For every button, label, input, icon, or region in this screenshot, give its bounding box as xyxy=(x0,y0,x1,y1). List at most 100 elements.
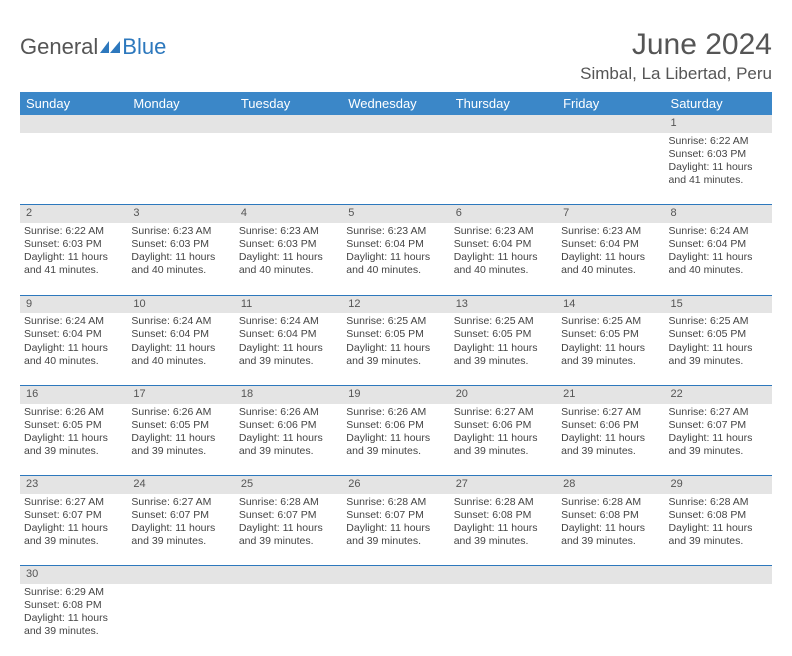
day-cell: Sunrise: 6:27 AMSunset: 6:07 PMDaylight:… xyxy=(665,404,772,476)
daynum-row: 16171819202122 xyxy=(20,385,772,403)
sunset-text: Sunset: 6:04 PM xyxy=(131,328,230,341)
day1-text: Daylight: 11 hours xyxy=(131,251,230,264)
day1-text: Daylight: 11 hours xyxy=(669,342,768,355)
sunset-text: Sunset: 6:07 PM xyxy=(24,509,123,522)
day1-text: Daylight: 11 hours xyxy=(454,251,553,264)
day1-text: Daylight: 11 hours xyxy=(131,342,230,355)
page-title: June 2024 xyxy=(580,28,772,62)
header: General Blue June 2024 Simbal, La Libert… xyxy=(20,28,772,84)
sunset-text: Sunset: 6:08 PM xyxy=(24,599,123,612)
sunset-text: Sunset: 6:04 PM xyxy=(454,238,553,251)
sunrise-text: Sunrise: 6:28 AM xyxy=(454,496,553,509)
day1-text: Daylight: 11 hours xyxy=(561,432,660,445)
sunset-text: Sunset: 6:07 PM xyxy=(346,509,445,522)
day1-text: Daylight: 11 hours xyxy=(346,342,445,355)
day-cell xyxy=(557,584,664,656)
logo-text-2: Blue xyxy=(122,34,166,60)
sunrise-text: Sunrise: 6:24 AM xyxy=(669,225,768,238)
week-row: Sunrise: 6:29 AMSunset: 6:08 PMDaylight:… xyxy=(20,584,772,656)
sunrise-text: Sunrise: 6:25 AM xyxy=(454,315,553,328)
day-number: 1 xyxy=(665,115,772,133)
day-cell: Sunrise: 6:23 AMSunset: 6:03 PMDaylight:… xyxy=(235,223,342,295)
day-cell: Sunrise: 6:28 AMSunset: 6:08 PMDaylight:… xyxy=(557,494,664,566)
sunset-text: Sunset: 6:06 PM xyxy=(561,419,660,432)
day2-text: and 39 minutes. xyxy=(239,445,338,458)
day-number xyxy=(235,115,342,133)
sunset-text: Sunset: 6:07 PM xyxy=(131,509,230,522)
logo-text-1: General xyxy=(20,34,98,60)
day-number xyxy=(557,566,664,584)
day-cell: Sunrise: 6:24 AMSunset: 6:04 PMDaylight:… xyxy=(235,313,342,385)
day1-text: Daylight: 11 hours xyxy=(24,342,123,355)
day2-text: and 39 minutes. xyxy=(239,355,338,368)
sunrise-text: Sunrise: 6:23 AM xyxy=(131,225,230,238)
sunset-text: Sunset: 6:08 PM xyxy=(669,509,768,522)
day1-text: Daylight: 11 hours xyxy=(561,251,660,264)
day-number: 24 xyxy=(127,476,234,494)
day-cell: Sunrise: 6:25 AMSunset: 6:05 PMDaylight:… xyxy=(665,313,772,385)
day-cell: Sunrise: 6:29 AMSunset: 6:08 PMDaylight:… xyxy=(20,584,127,656)
day-number: 28 xyxy=(557,476,664,494)
day-number: 3 xyxy=(127,205,234,223)
day2-text: and 40 minutes. xyxy=(669,264,768,277)
sunrise-text: Sunrise: 6:26 AM xyxy=(131,406,230,419)
day-number: 18 xyxy=(235,385,342,403)
day-cell: Sunrise: 6:23 AMSunset: 6:03 PMDaylight:… xyxy=(127,223,234,295)
day-number: 14 xyxy=(557,295,664,313)
day-cell: Sunrise: 6:28 AMSunset: 6:08 PMDaylight:… xyxy=(450,494,557,566)
day-cell: Sunrise: 6:23 AMSunset: 6:04 PMDaylight:… xyxy=(342,223,449,295)
day-number xyxy=(127,115,234,133)
day-cell: Sunrise: 6:27 AMSunset: 6:07 PMDaylight:… xyxy=(127,494,234,566)
day2-text: and 39 minutes. xyxy=(346,535,445,548)
sunset-text: Sunset: 6:05 PM xyxy=(454,328,553,341)
day-cell: Sunrise: 6:25 AMSunset: 6:05 PMDaylight:… xyxy=(557,313,664,385)
day-cell: Sunrise: 6:27 AMSunset: 6:06 PMDaylight:… xyxy=(450,404,557,476)
sunrise-text: Sunrise: 6:24 AM xyxy=(131,315,230,328)
day2-text: and 39 minutes. xyxy=(24,445,123,458)
weekday-header: Monday xyxy=(127,92,234,115)
day-number: 13 xyxy=(450,295,557,313)
day-cell xyxy=(450,133,557,205)
day-cell: Sunrise: 6:26 AMSunset: 6:05 PMDaylight:… xyxy=(20,404,127,476)
sunset-text: Sunset: 6:07 PM xyxy=(669,419,768,432)
day-cell xyxy=(235,584,342,656)
sunset-text: Sunset: 6:06 PM xyxy=(346,419,445,432)
day1-text: Daylight: 11 hours xyxy=(454,522,553,535)
day-cell xyxy=(127,133,234,205)
day1-text: Daylight: 11 hours xyxy=(239,342,338,355)
day-number: 19 xyxy=(342,385,449,403)
day-number: 8 xyxy=(665,205,772,223)
day1-text: Daylight: 11 hours xyxy=(669,251,768,264)
day-number: 12 xyxy=(342,295,449,313)
day1-text: Daylight: 11 hours xyxy=(24,522,123,535)
daynum-row: 9101112131415 xyxy=(20,295,772,313)
day1-text: Daylight: 11 hours xyxy=(24,612,123,625)
sunset-text: Sunset: 6:03 PM xyxy=(131,238,230,251)
sunset-text: Sunset: 6:05 PM xyxy=(24,419,123,432)
day-cell: Sunrise: 6:28 AMSunset: 6:08 PMDaylight:… xyxy=(665,494,772,566)
day2-text: and 39 minutes. xyxy=(239,535,338,548)
day2-text: and 39 minutes. xyxy=(561,355,660,368)
sunrise-text: Sunrise: 6:25 AM xyxy=(669,315,768,328)
sunrise-text: Sunrise: 6:28 AM xyxy=(239,496,338,509)
sunrise-text: Sunrise: 6:23 AM xyxy=(239,225,338,238)
day2-text: and 39 minutes. xyxy=(24,625,123,638)
sunset-text: Sunset: 6:08 PM xyxy=(561,509,660,522)
day-number: 20 xyxy=(450,385,557,403)
calendar-table: Sunday Monday Tuesday Wednesday Thursday… xyxy=(20,92,772,656)
day2-text: and 39 minutes. xyxy=(561,535,660,548)
sunset-text: Sunset: 6:07 PM xyxy=(239,509,338,522)
sunset-text: Sunset: 6:05 PM xyxy=(561,328,660,341)
day-cell: Sunrise: 6:26 AMSunset: 6:06 PMDaylight:… xyxy=(342,404,449,476)
day1-text: Daylight: 11 hours xyxy=(346,522,445,535)
sunrise-text: Sunrise: 6:24 AM xyxy=(24,315,123,328)
day-number: 5 xyxy=(342,205,449,223)
sunrise-text: Sunrise: 6:26 AM xyxy=(346,406,445,419)
weekday-header: Thursday xyxy=(450,92,557,115)
day-number: 23 xyxy=(20,476,127,494)
day-cell: Sunrise: 6:24 AMSunset: 6:04 PMDaylight:… xyxy=(20,313,127,385)
sunrise-text: Sunrise: 6:23 AM xyxy=(454,225,553,238)
day-number: 27 xyxy=(450,476,557,494)
sunrise-text: Sunrise: 6:26 AM xyxy=(239,406,338,419)
sunset-text: Sunset: 6:05 PM xyxy=(669,328,768,341)
